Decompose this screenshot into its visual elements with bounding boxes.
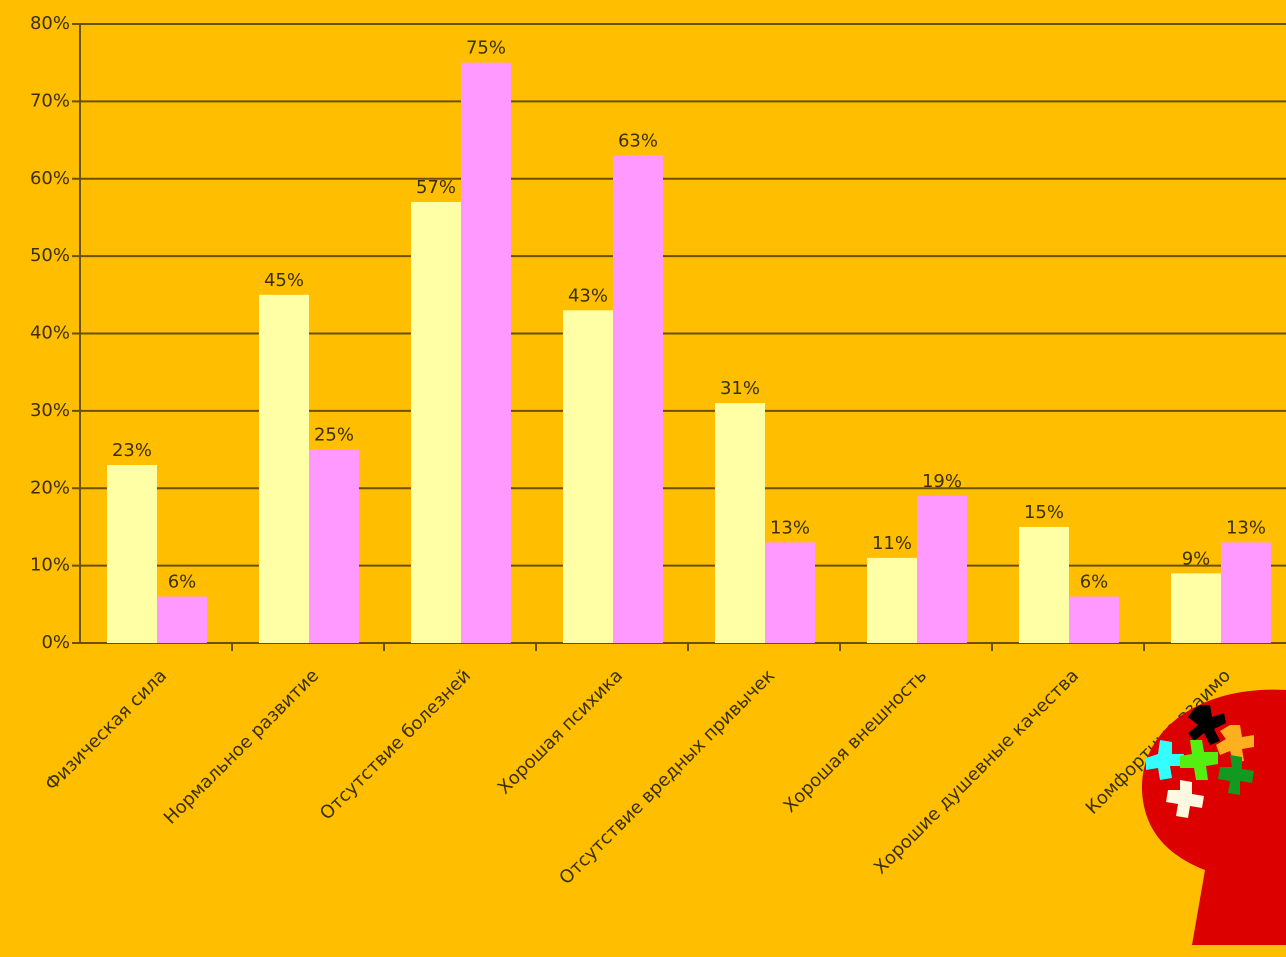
data-label: 75% <box>466 38 506 59</box>
puzzle-piece <box>1216 725 1254 763</box>
puzzle-piece <box>1218 755 1254 795</box>
puzzle-piece <box>1146 740 1184 780</box>
data-label: 15% <box>1024 502 1064 523</box>
data-label: 45% <box>264 270 304 291</box>
y-tick-label: 60% <box>30 168 70 189</box>
data-label: 11% <box>872 533 912 554</box>
data-label: 31% <box>720 378 760 399</box>
data-label: 57% <box>416 177 456 198</box>
bar <box>867 557 917 643</box>
bar <box>309 449 359 643</box>
bar <box>107 465 157 643</box>
y-tick-label: 20% <box>30 477 70 498</box>
bar <box>917 495 967 643</box>
data-label: 63% <box>618 131 658 152</box>
data-label: 9% <box>1182 548 1211 569</box>
bar <box>157 596 207 643</box>
bar <box>1171 573 1221 643</box>
bar <box>563 310 613 643</box>
bar <box>1069 596 1119 643</box>
data-label: 23% <box>112 440 152 461</box>
bar <box>765 542 815 643</box>
data-label: 25% <box>314 425 354 446</box>
bar <box>613 155 663 643</box>
y-tick-label: 0% <box>41 632 70 653</box>
bar <box>1221 542 1271 643</box>
puzzle-piece <box>1166 780 1204 818</box>
data-label: 13% <box>770 517 810 538</box>
bar <box>411 201 461 643</box>
data-label: 6% <box>1080 572 1109 593</box>
y-tick-label: 10% <box>30 555 70 576</box>
y-tick-label: 40% <box>30 323 70 344</box>
puzzle-piece <box>1188 705 1226 745</box>
data-label: 6% <box>168 572 197 593</box>
data-label: 43% <box>568 285 608 306</box>
bar <box>259 294 309 643</box>
y-tick-label: 80% <box>30 13 70 34</box>
head-illustration <box>1141 689 1286 945</box>
bar <box>461 62 511 643</box>
y-tick-label: 30% <box>30 400 70 421</box>
puzzle-piece <box>1180 740 1218 780</box>
data-label: 19% <box>922 471 962 492</box>
y-tick-label: 70% <box>30 90 70 111</box>
head-shape <box>1141 689 1286 945</box>
y-tick-label: 50% <box>30 245 70 266</box>
data-label: 13% <box>1226 517 1266 538</box>
bar <box>1019 526 1069 643</box>
bar <box>715 403 765 643</box>
